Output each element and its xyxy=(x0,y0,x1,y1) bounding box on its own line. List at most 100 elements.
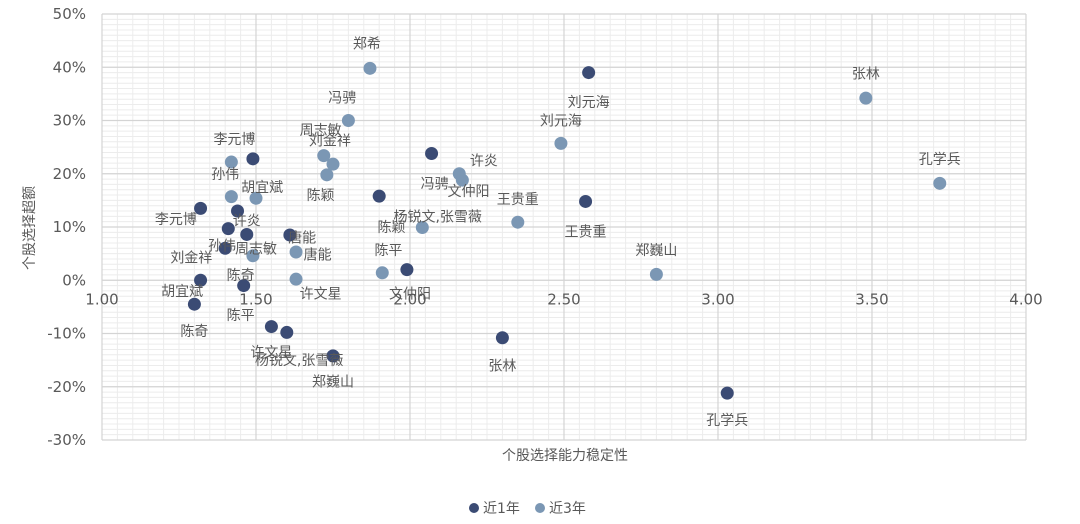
point-label: 杨锐文,张雪薇 xyxy=(255,353,343,369)
point-1y xyxy=(425,147,439,161)
point-label: 王贵重 xyxy=(497,192,539,208)
point-label: 唐能 xyxy=(288,230,316,247)
point-label: 刘金祥 xyxy=(309,134,351,150)
x-tick-labels: 1.00 1.50 2.00 2.50 3.00 3.50 4.00 xyxy=(85,290,1042,308)
point-label: 文仲阳 xyxy=(389,287,431,303)
point-1y xyxy=(231,204,245,218)
point-label: 胡宜斌 xyxy=(241,180,283,196)
point-3y xyxy=(341,114,355,127)
point-label: 陈平 xyxy=(374,242,402,259)
point-label: 周志敏 xyxy=(235,241,277,257)
point-1y xyxy=(582,66,596,80)
point-1y xyxy=(218,241,232,255)
point-3y xyxy=(326,157,340,171)
legend-label: 近1年 xyxy=(483,501,520,517)
point-1y xyxy=(280,325,294,339)
point-3y xyxy=(224,155,238,169)
point-3y xyxy=(859,91,873,105)
point-3y xyxy=(455,173,469,187)
point-3y xyxy=(317,149,331,163)
point-label: 张林 xyxy=(488,358,516,374)
y-tick-labels: -30% -20% -10% 0% 10% 20% 30% 40% 50% xyxy=(47,5,86,449)
x-tick-label: 2.50 xyxy=(547,290,580,308)
point-label: 陈颖 xyxy=(307,187,335,204)
y-tick-label: 40% xyxy=(53,58,86,76)
point-label: 文仲阳 xyxy=(448,184,490,200)
point-3y xyxy=(289,245,303,259)
x-tick-label: 4.00 xyxy=(1009,290,1042,308)
point-label: 郑巍山 xyxy=(635,243,677,259)
point-label: 刘元海 xyxy=(540,114,582,130)
y-tick-label: 30% xyxy=(53,112,86,130)
point-label: 胡宜斌 xyxy=(161,284,203,300)
point-label: 郑希 xyxy=(353,36,381,52)
point-label: 李元博 xyxy=(213,131,255,148)
point-label: 许文星 xyxy=(300,287,342,303)
point-3y xyxy=(249,191,263,205)
point-1y xyxy=(194,201,208,215)
point-1y xyxy=(495,331,509,345)
x-tick-label: 3.50 xyxy=(855,290,888,308)
y-tick-label: 10% xyxy=(53,218,86,236)
point-3y xyxy=(649,267,663,281)
point-label: 郑巍山 xyxy=(312,374,354,390)
point-label: 王贵重 xyxy=(565,224,607,240)
x-tick-label: 2.00 xyxy=(393,290,426,308)
point-3y xyxy=(933,176,947,190)
point-3y xyxy=(363,61,377,75)
point-3y xyxy=(289,272,303,286)
point-1y xyxy=(372,189,386,203)
point-label: 刘金祥 xyxy=(170,250,212,266)
point-1y xyxy=(221,222,235,236)
x-axis-label: 个股选择能力稳定性 xyxy=(502,448,628,464)
point-1y xyxy=(237,279,251,293)
y-tick-label: -10% xyxy=(47,325,86,343)
point-label: 许炎 xyxy=(470,153,498,169)
point-label: 陈奇 xyxy=(180,323,208,340)
point-label: 陈平 xyxy=(227,307,255,324)
point-label: 李元博 xyxy=(155,211,197,228)
point-label: 孔学兵 xyxy=(706,413,748,429)
y-tick-label: 50% xyxy=(53,5,86,23)
point-label: 冯骋 xyxy=(328,91,356,107)
point-3y xyxy=(554,136,568,150)
point-label: 杨锐文,张雪薇 xyxy=(393,209,481,225)
point-3y xyxy=(415,221,429,235)
y-tick-label: -20% xyxy=(47,378,86,396)
point-1y xyxy=(240,227,254,241)
point-label: 刘元海 xyxy=(568,95,610,111)
point-1y xyxy=(187,297,201,311)
x-tick-label: 1.00 xyxy=(85,290,118,308)
y-tick-label: 20% xyxy=(53,165,86,183)
point-label: 孙伟 xyxy=(211,167,239,183)
legend: 近1年 近3年 xyxy=(469,501,586,517)
legend-marker xyxy=(469,503,479,513)
point-3y xyxy=(375,266,389,280)
point-1y xyxy=(400,263,414,277)
point-1y xyxy=(264,320,278,334)
x-tick-label: 3.00 xyxy=(701,290,734,308)
point-label: 许文星 xyxy=(250,345,292,361)
point-label: 陈颖 xyxy=(378,219,406,236)
legend-marker xyxy=(535,503,545,513)
point-label: 张林 xyxy=(852,67,880,83)
point-3y xyxy=(511,215,525,229)
point-label: 许炎 xyxy=(233,214,261,230)
point-label: 周志敏 xyxy=(300,123,342,139)
legend-label: 近3年 xyxy=(549,501,586,517)
point-3y xyxy=(246,249,260,263)
grid xyxy=(101,13,1027,441)
point-1y xyxy=(326,349,340,363)
point-1y xyxy=(720,386,734,400)
point-3y xyxy=(224,190,238,204)
point-1y xyxy=(283,228,297,242)
x-tick-label: 1.50 xyxy=(239,290,272,308)
point-label: 孙伟 xyxy=(208,239,236,255)
y-axis-label: 个股选择超额 xyxy=(22,186,38,270)
point-label: 冯骋 xyxy=(421,176,449,192)
point-label: 陈奇 xyxy=(227,267,255,284)
y-tick-label: 0% xyxy=(62,271,86,289)
point-1y xyxy=(246,152,260,166)
